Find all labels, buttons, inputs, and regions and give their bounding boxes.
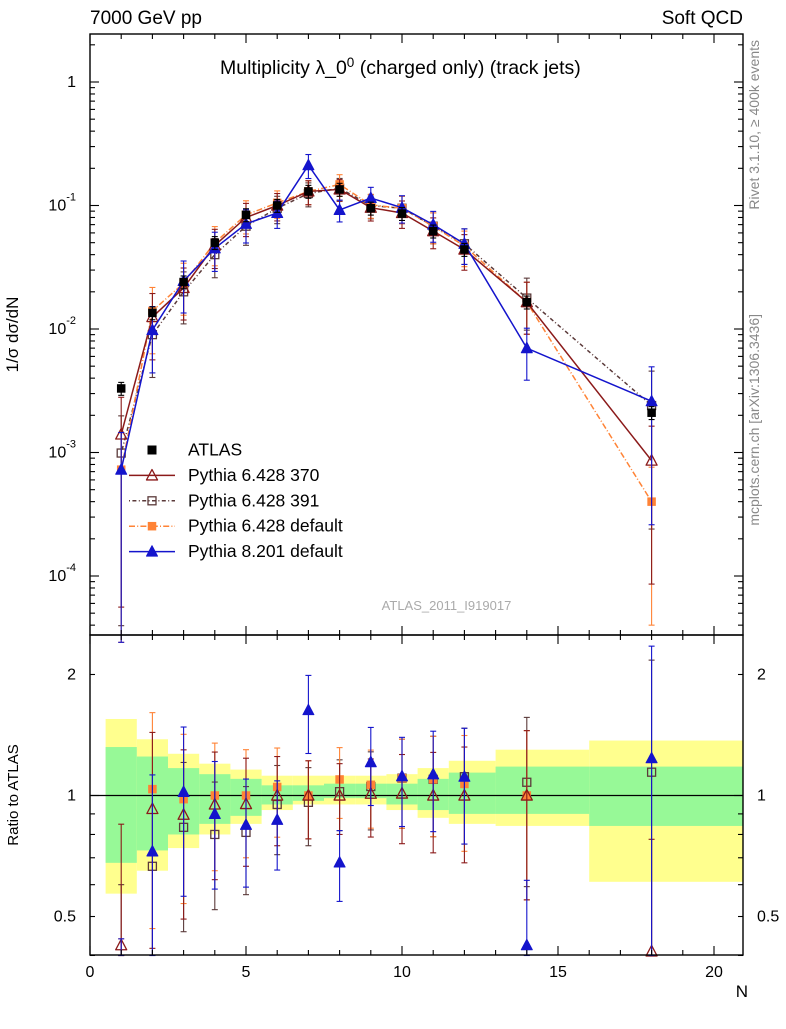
svg-text:1: 1 xyxy=(67,788,76,805)
svg-text:ATLAS_2011_I919017: ATLAS_2011_I919017 xyxy=(382,598,512,613)
svg-text:2: 2 xyxy=(67,666,76,683)
svg-text:1: 1 xyxy=(67,74,76,91)
svg-text:Pythia 6.428 default: Pythia 6.428 default xyxy=(188,516,343,536)
svg-text:Ratio to ATLAS: Ratio to ATLAS xyxy=(5,744,22,845)
svg-text:2: 2 xyxy=(757,666,766,683)
svg-text:7000 GeV pp: 7000 GeV pp xyxy=(90,8,202,29)
svg-text:ATLAS: ATLAS xyxy=(188,440,242,460)
svg-text:0: 0 xyxy=(86,964,95,981)
svg-text:1: 1 xyxy=(757,788,766,805)
svg-text:5: 5 xyxy=(242,964,251,981)
svg-text:Pythia 6.428 370: Pythia 6.428 370 xyxy=(188,465,320,485)
svg-text:mcplots.cern.ch [arXiv:1306.34: mcplots.cern.ch [arXiv:1306.3436] xyxy=(746,314,762,526)
svg-text:0.5: 0.5 xyxy=(757,909,779,926)
svg-text:Soft QCD: Soft QCD xyxy=(662,8,743,29)
svg-text:1/σ dσ/dN: 1/σ dσ/dN xyxy=(3,297,22,373)
svg-text:Multiplicity λ_00 (charged onl: Multiplicity λ_00 (charged only) (track … xyxy=(220,55,581,79)
svg-text:10: 10 xyxy=(393,964,411,981)
svg-text:Rivet 3.1.10, ≥ 400k events: Rivet 3.1.10, ≥ 400k events xyxy=(746,40,762,210)
svg-text:20: 20 xyxy=(705,964,723,981)
svg-text:0.5: 0.5 xyxy=(54,909,76,926)
svg-text:Pythia 8.201 default: Pythia 8.201 default xyxy=(188,541,343,561)
svg-text:N: N xyxy=(736,982,748,1001)
svg-text:15: 15 xyxy=(549,964,567,981)
svg-text:Pythia 6.428 391: Pythia 6.428 391 xyxy=(188,490,319,510)
